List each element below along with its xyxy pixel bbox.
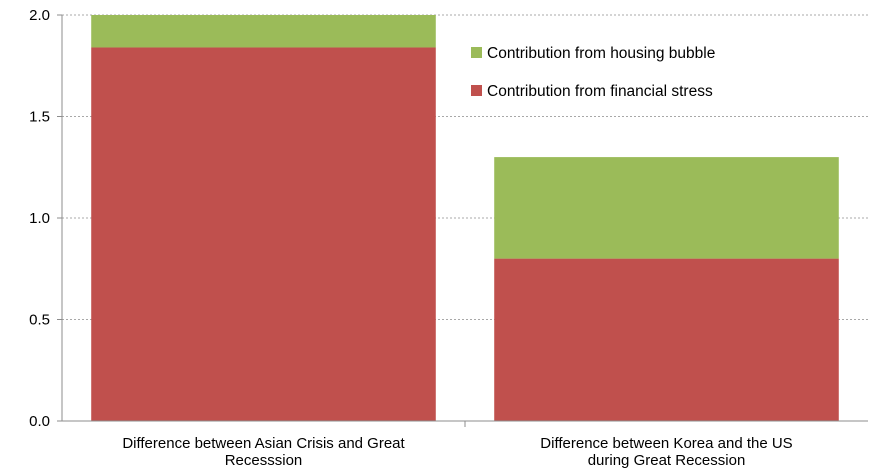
y-tick-label: 0.5 [29,312,50,329]
bar-segment-housing-bubble [494,157,839,259]
axes [57,14,868,427]
bar-segment-housing-bubble [91,15,436,48]
category-label: Difference between Korea and the US [540,435,792,452]
bar-segment-financial-stress [494,258,839,421]
legend-swatch [471,85,482,96]
bars [91,15,839,421]
category-label: during Great Recession [588,452,746,469]
legend-entry: Contribution from housing bubble [487,45,715,62]
category-label: Difference between Asian Crisis and Grea… [122,435,405,452]
category-label: Recesssion [225,452,303,469]
legend-entry: Contribution from financial stress [487,83,713,100]
legend-swatch [471,47,482,58]
category-labels: Difference between Asian Crisis and Grea… [122,435,792,469]
y-tick-label: 1.0 [29,210,50,227]
y-tick-labels: 0.0 0.5 1.0 1.5 2.0 [29,7,50,430]
bar-segment-financial-stress [91,47,436,421]
y-tick-label: 1.5 [29,109,50,126]
y-tick-label: 2.0 [29,7,50,24]
legend: Contribution from housing bubble Contribu… [471,45,715,100]
y-tick-label: 0.0 [29,413,50,430]
